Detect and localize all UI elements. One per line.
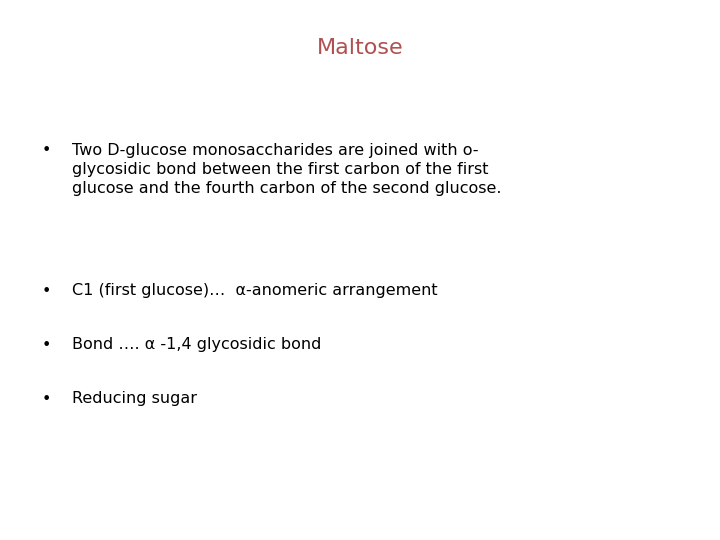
Text: •: • — [42, 284, 52, 299]
Text: Maltose: Maltose — [317, 38, 403, 58]
Text: Bond …. α -1,4 glycosidic bond: Bond …. α -1,4 glycosidic bond — [72, 338, 321, 353]
Text: Two D-glucose monosaccharides are joined with o-
glycosidic bond between the fir: Two D-glucose monosaccharides are joined… — [72, 143, 502, 197]
Text: Reducing sugar: Reducing sugar — [72, 392, 197, 407]
Text: •: • — [42, 338, 52, 353]
Text: C1 (first glucose)…  α-anomeric arrangement: C1 (first glucose)… α-anomeric arrangeme… — [72, 284, 438, 299]
Text: •: • — [42, 143, 52, 158]
Text: •: • — [42, 392, 52, 407]
